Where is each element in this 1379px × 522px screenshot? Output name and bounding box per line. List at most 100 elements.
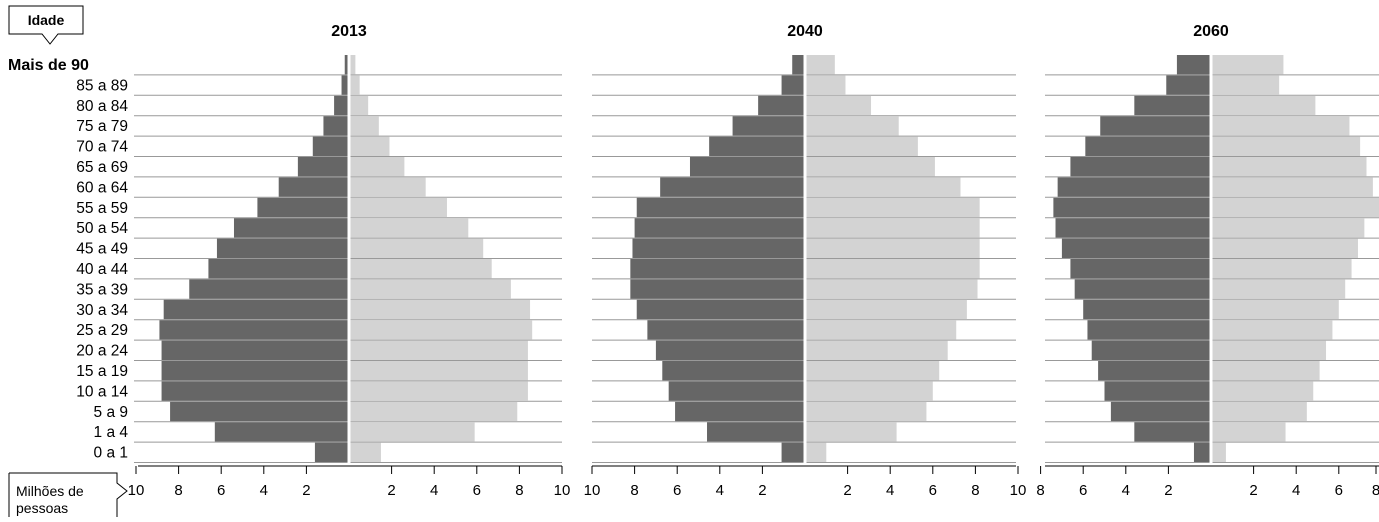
bar-female	[805, 95, 872, 116]
x-tick-label: 6	[1079, 482, 1087, 499]
x-tick-label: 10	[1010, 482, 1027, 499]
panel-title: 2040	[787, 23, 823, 40]
bar-male	[314, 442, 349, 462]
x-tick-label: 6	[929, 482, 937, 499]
bar-male	[709, 136, 805, 156]
bar-male	[323, 116, 349, 136]
bar-female	[349, 361, 528, 381]
callouts: Idade Milhões de pessoas	[8, 5, 128, 517]
bar-female	[1211, 361, 1320, 381]
bar-male	[1176, 55, 1211, 75]
bar-female	[805, 422, 897, 442]
bar-female	[349, 197, 447, 218]
bar-male	[668, 381, 805, 401]
bar-male	[1100, 116, 1211, 136]
bar-female	[349, 75, 360, 95]
x-tick-label: 6	[473, 482, 481, 499]
bar-male	[1070, 157, 1211, 177]
bar-female	[349, 116, 379, 136]
x-tick-label: 8	[971, 482, 979, 499]
age-label: 75 a 79	[76, 118, 128, 135]
x-tick-label: 4	[1292, 482, 1300, 499]
bar-female	[1211, 75, 1280, 95]
bar-male	[689, 157, 805, 177]
bar-male	[161, 381, 349, 401]
age-label: 70 a 74	[76, 139, 128, 156]
unit-callout-line-1: Milhões de	[16, 483, 84, 499]
bar-male	[1055, 218, 1211, 238]
bar-male	[1053, 197, 1211, 218]
bar-female	[1211, 136, 1361, 156]
bar-female	[349, 218, 469, 238]
panel-title: 2060	[1193, 23, 1229, 40]
age-label: 40 a 44	[76, 261, 128, 278]
bar-female	[1211, 197, 1379, 218]
x-tick-label: 2	[387, 482, 395, 499]
bar-male	[632, 238, 805, 258]
bar-female	[349, 401, 518, 422]
bar-male	[1070, 259, 1211, 279]
age-label: 50 a 54	[76, 220, 128, 237]
bar-female	[1211, 340, 1327, 360]
bar-female	[1211, 442, 1226, 462]
x-tick-label: 6	[673, 482, 681, 499]
x-tick-label: 2	[302, 482, 310, 499]
bar-male	[636, 299, 805, 320]
panel-2060: 2060 8 6 4 2 2 4 6 8	[1036, 23, 1379, 499]
age-label: 60 a 64	[76, 179, 128, 196]
bar-male	[278, 177, 349, 197]
bar-female	[1211, 55, 1284, 75]
bar-male	[1134, 422, 1211, 442]
bar-male	[161, 361, 349, 381]
bar-female	[1211, 401, 1307, 422]
bar-male	[297, 157, 349, 177]
bar-male	[636, 197, 805, 218]
bar-female	[805, 136, 918, 156]
bar-male	[161, 340, 349, 360]
bar-female	[1211, 116, 1350, 136]
bar-male	[792, 55, 805, 75]
bar-female	[349, 381, 528, 401]
bar-male	[781, 442, 805, 462]
bar-male	[216, 238, 349, 258]
x-tick-label: 4	[430, 482, 438, 499]
bar-male	[1087, 320, 1211, 340]
bar-male	[1057, 177, 1211, 197]
bar-male	[214, 422, 349, 442]
bar-male	[1134, 95, 1211, 116]
unit-callout-line-2: pessoas	[16, 500, 68, 516]
bar-female	[805, 75, 846, 95]
bar-male	[334, 95, 349, 116]
bar-female	[349, 259, 492, 279]
bar-female	[1211, 320, 1333, 340]
x-tick-label: 6	[217, 482, 225, 499]
bar-female	[805, 177, 961, 197]
bar-female	[805, 361, 940, 381]
x-tick-label: 10	[554, 482, 571, 499]
x-tick-label: 8	[515, 482, 523, 499]
bar-female	[1211, 95, 1316, 116]
bar-female	[349, 55, 356, 75]
bar-female	[805, 259, 980, 279]
x-tick-label: 8	[1036, 482, 1044, 499]
age-label: 85 a 89	[76, 77, 128, 94]
bar-male	[312, 136, 349, 156]
bar-female	[805, 381, 933, 401]
x-tick-label: 8	[630, 482, 638, 499]
bar-male	[660, 177, 805, 197]
bar-female	[805, 320, 957, 340]
age-label: 30 a 34	[76, 302, 128, 319]
bar-male	[1061, 238, 1211, 258]
bar-male	[233, 218, 349, 238]
bar-female	[1211, 218, 1365, 238]
bar-female	[805, 157, 935, 177]
bar-male	[1091, 340, 1211, 360]
bar-male	[707, 422, 805, 442]
bar-female	[349, 136, 390, 156]
bar-female	[805, 197, 980, 218]
bar-male	[1193, 442, 1211, 462]
bar-male	[341, 75, 349, 95]
bar-female	[349, 299, 531, 320]
